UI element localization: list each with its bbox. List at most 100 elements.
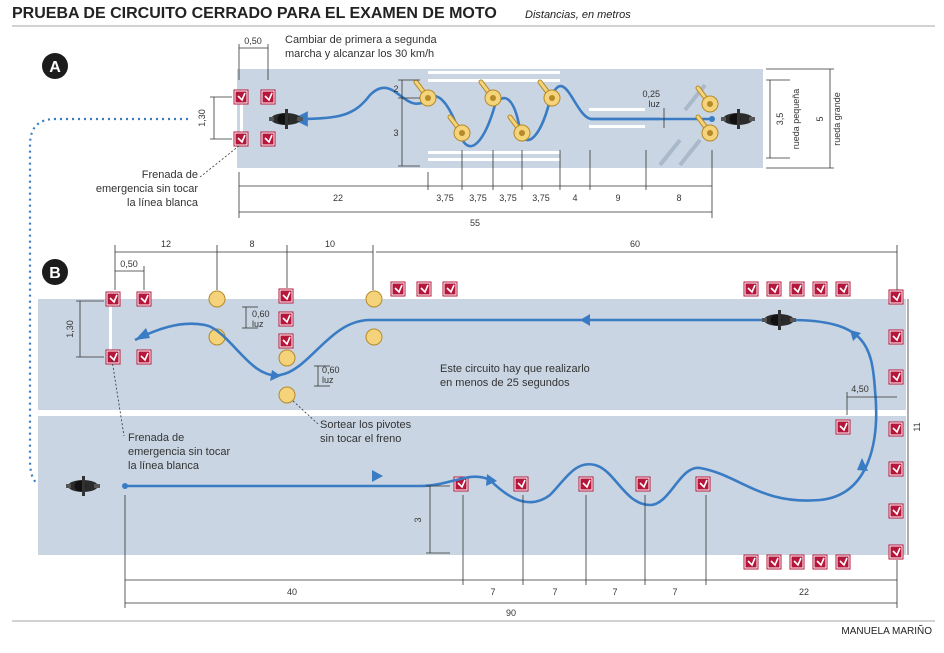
dim-a-lane-lower: 3 xyxy=(393,128,398,138)
cone-icon xyxy=(888,329,904,345)
brake-a-line1: Frenada de xyxy=(142,169,198,181)
badge-b: B xyxy=(49,265,61,282)
dim-b-top60: 60 xyxy=(630,239,640,249)
cone-icon xyxy=(766,554,782,570)
cone-icon xyxy=(743,554,759,570)
dim-b-top8: 8 xyxy=(249,239,254,249)
dim-a-gate-height: 1,30 xyxy=(197,109,207,127)
badge-a: A xyxy=(49,59,61,76)
cone-icon xyxy=(390,281,406,297)
dim-b-7c: 7 xyxy=(612,587,617,597)
page-title: PRUEBA DE CIRCUITO CERRADO PARA EL EXAME… xyxy=(12,5,497,22)
dim-a-s1: 3,75 xyxy=(436,193,454,203)
note-b-line1: Este circuito hay que realizarlo xyxy=(440,363,590,375)
cone-icon xyxy=(136,349,152,365)
cone-icon xyxy=(105,291,121,307)
dim-b-offset: 4,50 xyxy=(851,384,869,394)
badge-a-icon xyxy=(42,53,68,79)
dim-b-gate-height: 1,30 xyxy=(65,320,75,338)
dim-a-s2: 3,75 xyxy=(469,193,487,203)
brake-a-line2: emergencia sin tocar xyxy=(96,183,198,195)
cone-icon xyxy=(766,281,782,297)
cone-icon xyxy=(835,419,851,435)
note-b-line2: en menos de 25 segundos xyxy=(440,377,570,389)
cone-icon xyxy=(835,281,851,297)
cone-icon xyxy=(888,544,904,560)
cone-icon xyxy=(888,369,904,385)
dim-b-light2-unit: luz xyxy=(322,375,334,385)
brake-b-line3: la línea blanca xyxy=(128,460,200,472)
cone-icon xyxy=(789,281,805,297)
pivot-note-line1: Sortear los pivotes xyxy=(320,419,412,431)
dim-b-light1-unit: luz xyxy=(252,319,264,329)
cone-icon xyxy=(233,89,249,105)
cone-icon xyxy=(812,554,828,570)
brake-a-line3: la línea blanca xyxy=(127,197,199,209)
dim-a-small-wheel-label: rueda pequeña xyxy=(791,89,801,150)
cone-icon xyxy=(136,291,152,307)
cone-icon xyxy=(260,89,276,105)
page-subtitle: Distancias, en metros xyxy=(525,9,631,21)
cone-icon xyxy=(888,461,904,477)
pivot-note-line2: sin tocar el freno xyxy=(320,433,401,445)
badge-b-icon xyxy=(42,259,68,285)
cone-icon xyxy=(416,281,432,297)
cone-icon xyxy=(835,554,851,570)
dim-a-light-unit: luz xyxy=(648,99,660,109)
cone-icon xyxy=(442,281,458,297)
dim-b-7a: 7 xyxy=(490,587,495,597)
cone-icon xyxy=(888,289,904,305)
dim-b-top10: 10 xyxy=(325,239,335,249)
dim-b-height: 11 xyxy=(912,422,922,431)
dim-b-light2: 0,60 xyxy=(322,365,340,375)
cone-icon xyxy=(743,281,759,297)
dim-a-8: 8 xyxy=(676,193,681,203)
cone-icon xyxy=(513,476,529,492)
dim-b-wave: 3 xyxy=(413,517,423,522)
connector-path xyxy=(28,117,188,488)
cone-icon xyxy=(278,333,294,349)
cone-icon xyxy=(812,281,828,297)
route-b xyxy=(125,318,878,507)
dim-a-light: 0,25 xyxy=(642,89,660,99)
cone-icon xyxy=(888,421,904,437)
dim-a-lane-upper: 2 xyxy=(393,84,398,94)
dim-a-total: 55 xyxy=(470,218,480,228)
brake-b-line1: Frenada de xyxy=(128,432,184,444)
pivot-icon xyxy=(278,386,296,404)
cone-icon xyxy=(695,476,711,492)
dim-a-s4: 3,75 xyxy=(532,193,550,203)
cone-icon xyxy=(578,476,594,492)
pivot-icon xyxy=(365,290,383,308)
cone-icon xyxy=(789,554,805,570)
dim-a-4: 4 xyxy=(572,193,577,203)
dim-a-22: 22 xyxy=(333,193,343,203)
note-a-line1: Cambiar de primera a segunda xyxy=(285,34,438,46)
dim-b-top12: 12 xyxy=(161,239,171,249)
dim-b-40: 40 xyxy=(287,587,297,597)
dim-b-gate-width: 0,50 xyxy=(120,259,138,269)
dim-b-7d: 7 xyxy=(672,587,677,597)
dim-a-big-wheel: 5 xyxy=(815,116,825,121)
section-a: A xyxy=(42,34,842,228)
dim-a-s3: 3,75 xyxy=(499,193,517,203)
track-b xyxy=(38,299,906,555)
pivot-icon xyxy=(278,349,296,367)
dim-a-9: 9 xyxy=(615,193,620,203)
cone-icon xyxy=(233,131,249,147)
dim-b-7b: 7 xyxy=(552,587,557,597)
pivot-icon xyxy=(365,328,383,346)
section-b: B xyxy=(38,239,922,618)
cone-icon xyxy=(888,503,904,519)
dim-b-total: 90 xyxy=(506,608,516,618)
dim-a-gate-width: 0,50 xyxy=(244,36,262,46)
dim-a-small-wheel: 3,5 xyxy=(775,113,785,126)
dim-b-22: 22 xyxy=(799,587,809,597)
cone-icon xyxy=(260,131,276,147)
pivot-icon xyxy=(208,290,226,308)
brake-b-line2: emergencia sin tocar xyxy=(128,446,230,458)
dim-b-light1: 0,60 xyxy=(252,309,270,319)
cone-icon xyxy=(278,311,294,327)
